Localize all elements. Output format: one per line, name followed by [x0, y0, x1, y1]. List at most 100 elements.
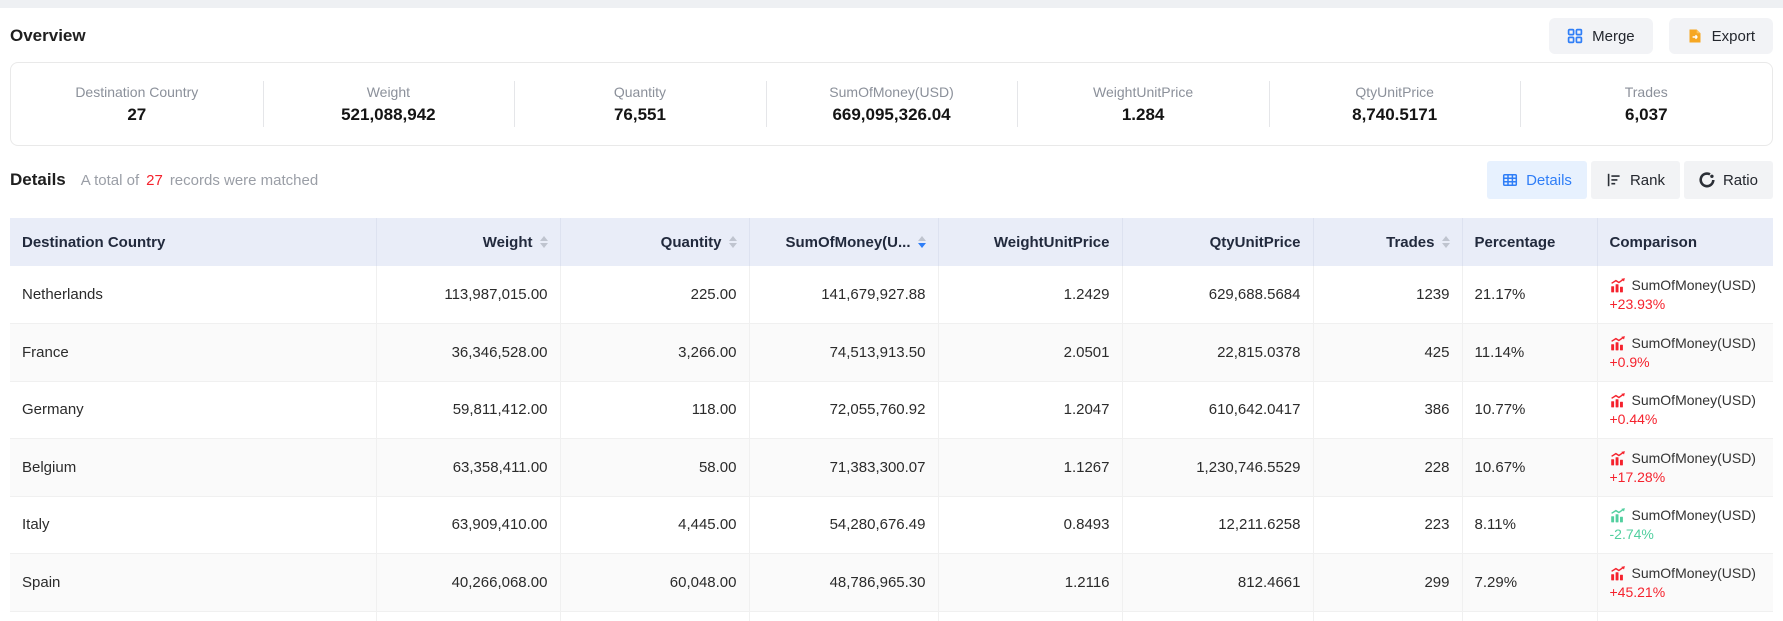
comparison-change: -2.74%	[1609, 526, 1654, 543]
cell-weight-unit-price: 1.2116	[938, 553, 1123, 612]
comparison-metric-line: SumOfMoney(USD)	[1610, 507, 1762, 523]
sort-caret-up[interactable]	[1441, 236, 1450, 241]
cell-empty	[376, 611, 561, 621]
details-bar: Details A total of 27 records were matched…	[10, 160, 1773, 200]
stat-label: Weight	[366, 83, 411, 100]
column-label: SumOfMoney(U...	[785, 233, 911, 251]
cell-weight-unit-price: 0.8493	[938, 496, 1123, 554]
sort-carets[interactable]	[917, 236, 926, 248]
details-title: Details	[10, 170, 66, 189]
sort-carets[interactable]	[539, 236, 548, 248]
stat-label: Trades	[1624, 83, 1668, 100]
comparison-metric-line: SumOfMoney(USD)	[1610, 335, 1762, 351]
view-button-rank[interactable]: Rank	[1590, 161, 1680, 199]
trend-up-icon	[1610, 450, 1626, 466]
cell-weight-unit-price: 2.0501	[938, 323, 1123, 382]
cell-weight: 63,358,411.00	[376, 438, 561, 497]
table-row-belgium: Belgium 63,358,411.00 58.00 71,383,300.07 1.…	[10, 438, 1773, 497]
column-label: Weight	[482, 233, 533, 251]
trend-up-icon	[1610, 277, 1626, 293]
column-header-weight[interactable]: Weight	[376, 218, 561, 266]
stat-label: Destination Country	[75, 83, 199, 100]
cell-sum-of-money: 71,383,300.07	[749, 438, 939, 497]
cell-comparison: SumOfMoney(USD) +0.44%	[1597, 381, 1773, 439]
view-button-details[interactable]: Details	[1487, 161, 1587, 199]
cell-qty-unit-price: 22,815.0378	[1122, 323, 1314, 382]
export-button[interactable]: Export	[1668, 18, 1773, 54]
comparison-metric: SumOfMoney(USD)	[1631, 449, 1756, 466]
comparison-change: +0.44%	[1609, 411, 1658, 428]
sort-caret-down[interactable]	[539, 243, 548, 248]
table-row-france: France 36,346,528.00 3,266.00 74,513,913.50…	[10, 323, 1773, 382]
cell-empty	[560, 611, 750, 621]
sort-caret-up[interactable]	[917, 236, 926, 241]
overview-header: Overview Merge	[10, 18, 1773, 54]
sort-caret-up[interactable]	[728, 236, 737, 241]
trend-down-icon	[1610, 507, 1626, 523]
cell-quantity: 4,445.00	[560, 496, 750, 554]
comparison-metric: SumOfMoney(USD)	[1631, 392, 1756, 409]
cell-weight-unit-price: 1.2429	[938, 266, 1123, 324]
page: Overview Merge	[0, 18, 1783, 621]
comparison-indicator: SumOfMoney(USD) +17.28%	[1610, 450, 1762, 485]
cell-trades: 386	[1313, 381, 1463, 439]
view-switcher: Details Rank Ratio	[1487, 161, 1773, 199]
stat-label: QtyUnitPrice	[1355, 83, 1434, 100]
sort-caret-down[interactable]	[917, 243, 926, 248]
cell-percentage: 10.67%	[1462, 438, 1598, 497]
cell-qty-unit-price: 12,211.6258	[1122, 496, 1314, 554]
overview-stat: Quantity 76,551	[514, 76, 766, 132]
column-header-comparison: Comparison	[1597, 218, 1773, 266]
comparison-metric-line: SumOfMoney(USD)	[1610, 450, 1762, 466]
comparison-indicator: SumOfMoney(USD) +23.93%	[1610, 277, 1762, 312]
cell-weight: 59,811,412.00	[376, 381, 561, 439]
comparison-indicator: SumOfMoney(USD) +45.21%	[1610, 565, 1762, 600]
column-label: QtyUnitPrice	[1209, 233, 1301, 251]
column-header-destination-country: Destination Country	[10, 218, 377, 266]
sort-carets[interactable]	[1441, 236, 1450, 248]
overview-stat: Weight 521,088,942	[263, 76, 515, 132]
cell-comparison: SumOfMoney(USD) +23.93%	[1597, 266, 1773, 324]
sort-caret-up[interactable]	[539, 236, 548, 241]
cell-sum-of-money: 141,679,927.88	[749, 266, 939, 324]
view-button-label: Details	[1526, 171, 1572, 189]
sort-carets[interactable]	[728, 236, 737, 248]
view-button-ratio[interactable]: Ratio	[1683, 161, 1773, 199]
column-header-percentage: Percentage	[1462, 218, 1598, 266]
cell-comparison: SumOfMoney(USD) +0.9%	[1597, 323, 1773, 382]
column-label: Percentage	[1474, 233, 1556, 251]
cell-comparison: SumOfMoney(USD) -2.74%	[1597, 496, 1773, 554]
sort-caret-down[interactable]	[728, 243, 737, 248]
cell-sum-of-money: 48,786,965.30	[749, 553, 939, 612]
cell-quantity: 3,266.00	[560, 323, 750, 382]
cell-percentage: 11.14%	[1462, 323, 1598, 382]
cell-empty	[1462, 611, 1598, 621]
overview-stat: QtyUnitPrice 8,740.5171	[1269, 76, 1521, 132]
sort-caret-down[interactable]	[1441, 243, 1450, 248]
stat-value: 6,037	[1624, 104, 1668, 124]
cell-percentage: 10.77%	[1462, 381, 1598, 439]
column-header-trades[interactable]: Trades	[1313, 218, 1463, 266]
cell-percentage: 8.11%	[1462, 496, 1598, 554]
stat-value: 27	[127, 104, 147, 124]
column-header-sum-of-money[interactable]: SumOfMoney(U...	[749, 218, 939, 266]
view-button-label: Rank	[1629, 171, 1665, 189]
trend-up-icon	[1610, 392, 1626, 408]
ratio-donut-icon	[1699, 172, 1715, 188]
merge-button[interactable]: Merge	[1549, 18, 1653, 54]
column-label: Comparison	[1609, 233, 1698, 251]
column-label: Trades	[1386, 233, 1435, 251]
comparison-change: +0.9%	[1609, 353, 1650, 370]
cell-empty	[1313, 611, 1463, 621]
match-count: 27	[146, 172, 163, 189]
overview-title: Overview	[10, 26, 86, 45]
merge-icon	[1567, 28, 1583, 44]
column-header-quantity[interactable]: Quantity	[560, 218, 750, 266]
table-row-italy: Italy 63,909,410.00 4,445.00 54,280,676.49 0…	[10, 496, 1773, 554]
overview-stat: SumOfMoney(USD) 669,095,326.04	[766, 76, 1018, 132]
details-left: Details A total of 27 records were matched	[10, 170, 318, 190]
stat-value: 8,740.5171	[1352, 104, 1438, 124]
comparison-metric-line: SumOfMoney(USD)	[1610, 565, 1762, 581]
cell-qty-unit-price: 1,230,746.5529	[1122, 438, 1314, 497]
export-icon	[1687, 28, 1703, 44]
